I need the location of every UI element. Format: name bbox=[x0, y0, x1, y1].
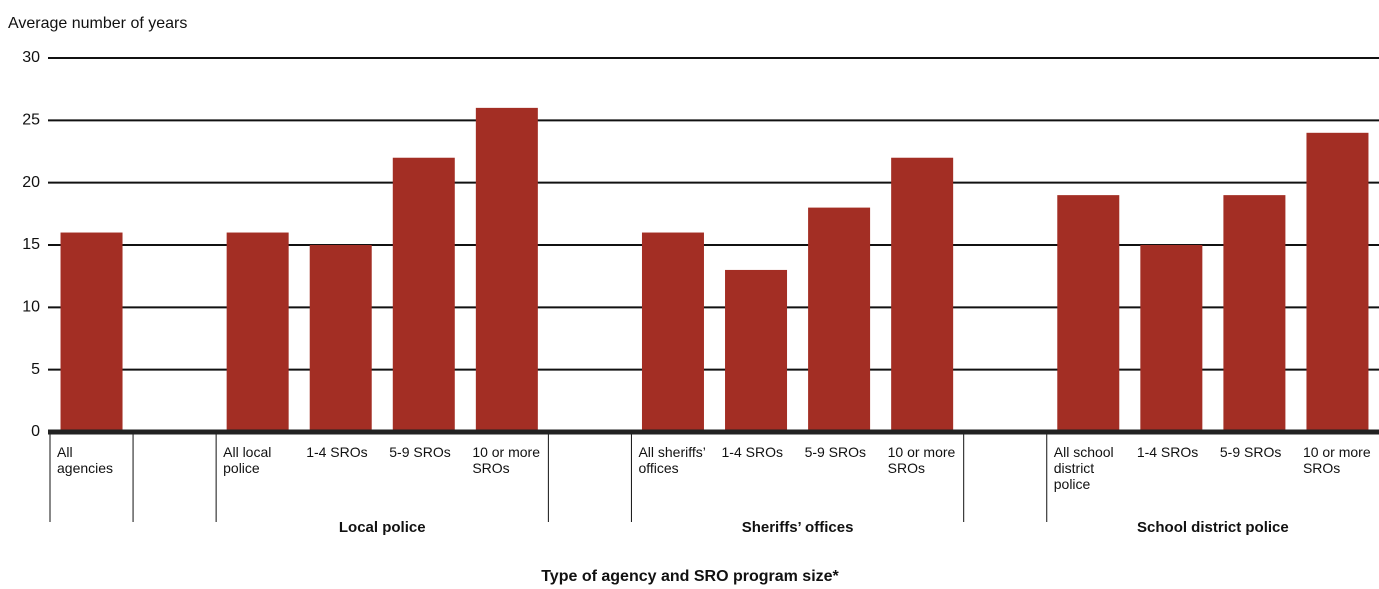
bar bbox=[725, 269, 788, 432]
y-tick-label: 20 bbox=[22, 174, 40, 191]
y-tick-label: 5 bbox=[31, 361, 40, 378]
y-tick-label: 15 bbox=[22, 236, 40, 253]
bar bbox=[808, 207, 871, 432]
bar bbox=[60, 232, 123, 432]
group-label: Sheriffs’ offices bbox=[741, 519, 854, 536]
x-tick-label: All local police bbox=[223, 444, 272, 476]
bar bbox=[641, 232, 704, 432]
x-tick-label: 5-9 SROs bbox=[1219, 444, 1282, 460]
y-axis-title: Average number of years bbox=[8, 15, 187, 32]
x-tick-label: 1-4 SROs bbox=[721, 444, 783, 460]
x-tick-label: 10 or more SROs bbox=[1302, 444, 1371, 476]
y-tick-label: 30 bbox=[22, 49, 40, 66]
y-tick-label: 25 bbox=[22, 112, 40, 129]
x-tick-label: All school district police bbox=[1053, 444, 1114, 492]
x-tick-label: 10 or more SROs bbox=[887, 444, 956, 476]
y-tick-label: 0 bbox=[31, 423, 40, 440]
bar bbox=[226, 232, 289, 432]
group-label: School district police bbox=[1137, 519, 1289, 536]
group-label: Local police bbox=[338, 519, 426, 536]
bar bbox=[1140, 245, 1203, 432]
x-tick-label: All agencies bbox=[57, 444, 114, 476]
bar bbox=[475, 107, 538, 432]
bar bbox=[392, 157, 455, 432]
x-tick-label: 1-4 SROs bbox=[306, 444, 368, 460]
bar bbox=[1057, 195, 1120, 432]
bar bbox=[1306, 132, 1369, 433]
x-tick-label: All sheriffs’ offices bbox=[638, 444, 706, 476]
x-tick-label: 5-9 SROs bbox=[389, 444, 451, 460]
bar bbox=[309, 245, 372, 432]
bar bbox=[891, 157, 954, 432]
x-tick-label: 10 or more SROs bbox=[472, 444, 541, 476]
x-tick-label: 1-4 SROs bbox=[1136, 444, 1199, 460]
bar bbox=[1223, 195, 1286, 432]
x-axis-title: Type of agency and SRO program size* bbox=[541, 568, 839, 585]
x-tick-label: 5-9 SROs bbox=[804, 444, 867, 460]
y-tick-label: 10 bbox=[22, 299, 40, 316]
